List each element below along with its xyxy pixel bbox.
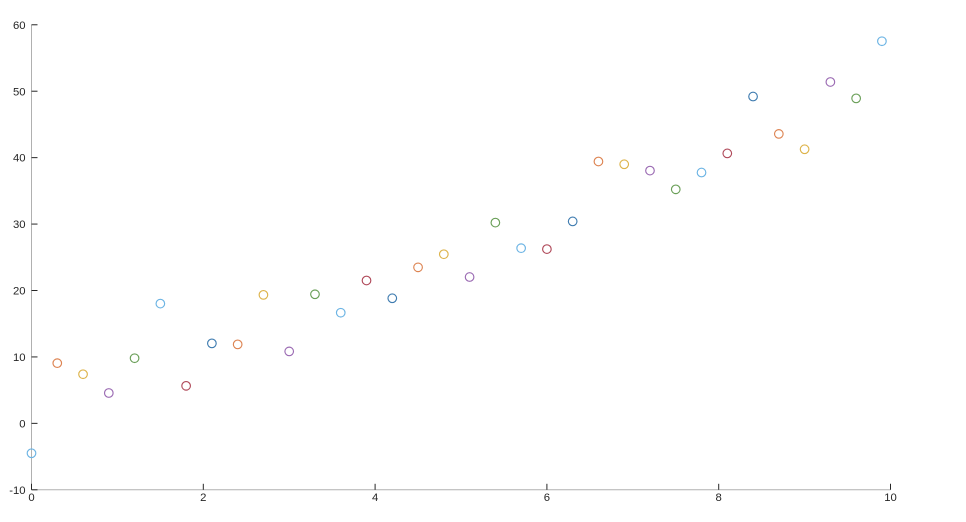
svg-text:10: 10 bbox=[13, 352, 26, 364]
svg-text:2: 2 bbox=[200, 492, 206, 504]
svg-text:50: 50 bbox=[13, 86, 26, 98]
svg-text:6: 6 bbox=[544, 492, 550, 504]
svg-text:20: 20 bbox=[13, 286, 26, 298]
svg-text:0: 0 bbox=[28, 492, 34, 504]
svg-text:30: 30 bbox=[13, 219, 26, 231]
svg-text:-10: -10 bbox=[9, 485, 25, 497]
svg-text:60: 60 bbox=[13, 20, 26, 32]
svg-text:4: 4 bbox=[372, 492, 378, 504]
svg-text:10: 10 bbox=[884, 492, 897, 504]
svg-text:8: 8 bbox=[716, 492, 722, 504]
svg-text:40: 40 bbox=[13, 153, 26, 165]
svg-text:0: 0 bbox=[19, 418, 25, 430]
